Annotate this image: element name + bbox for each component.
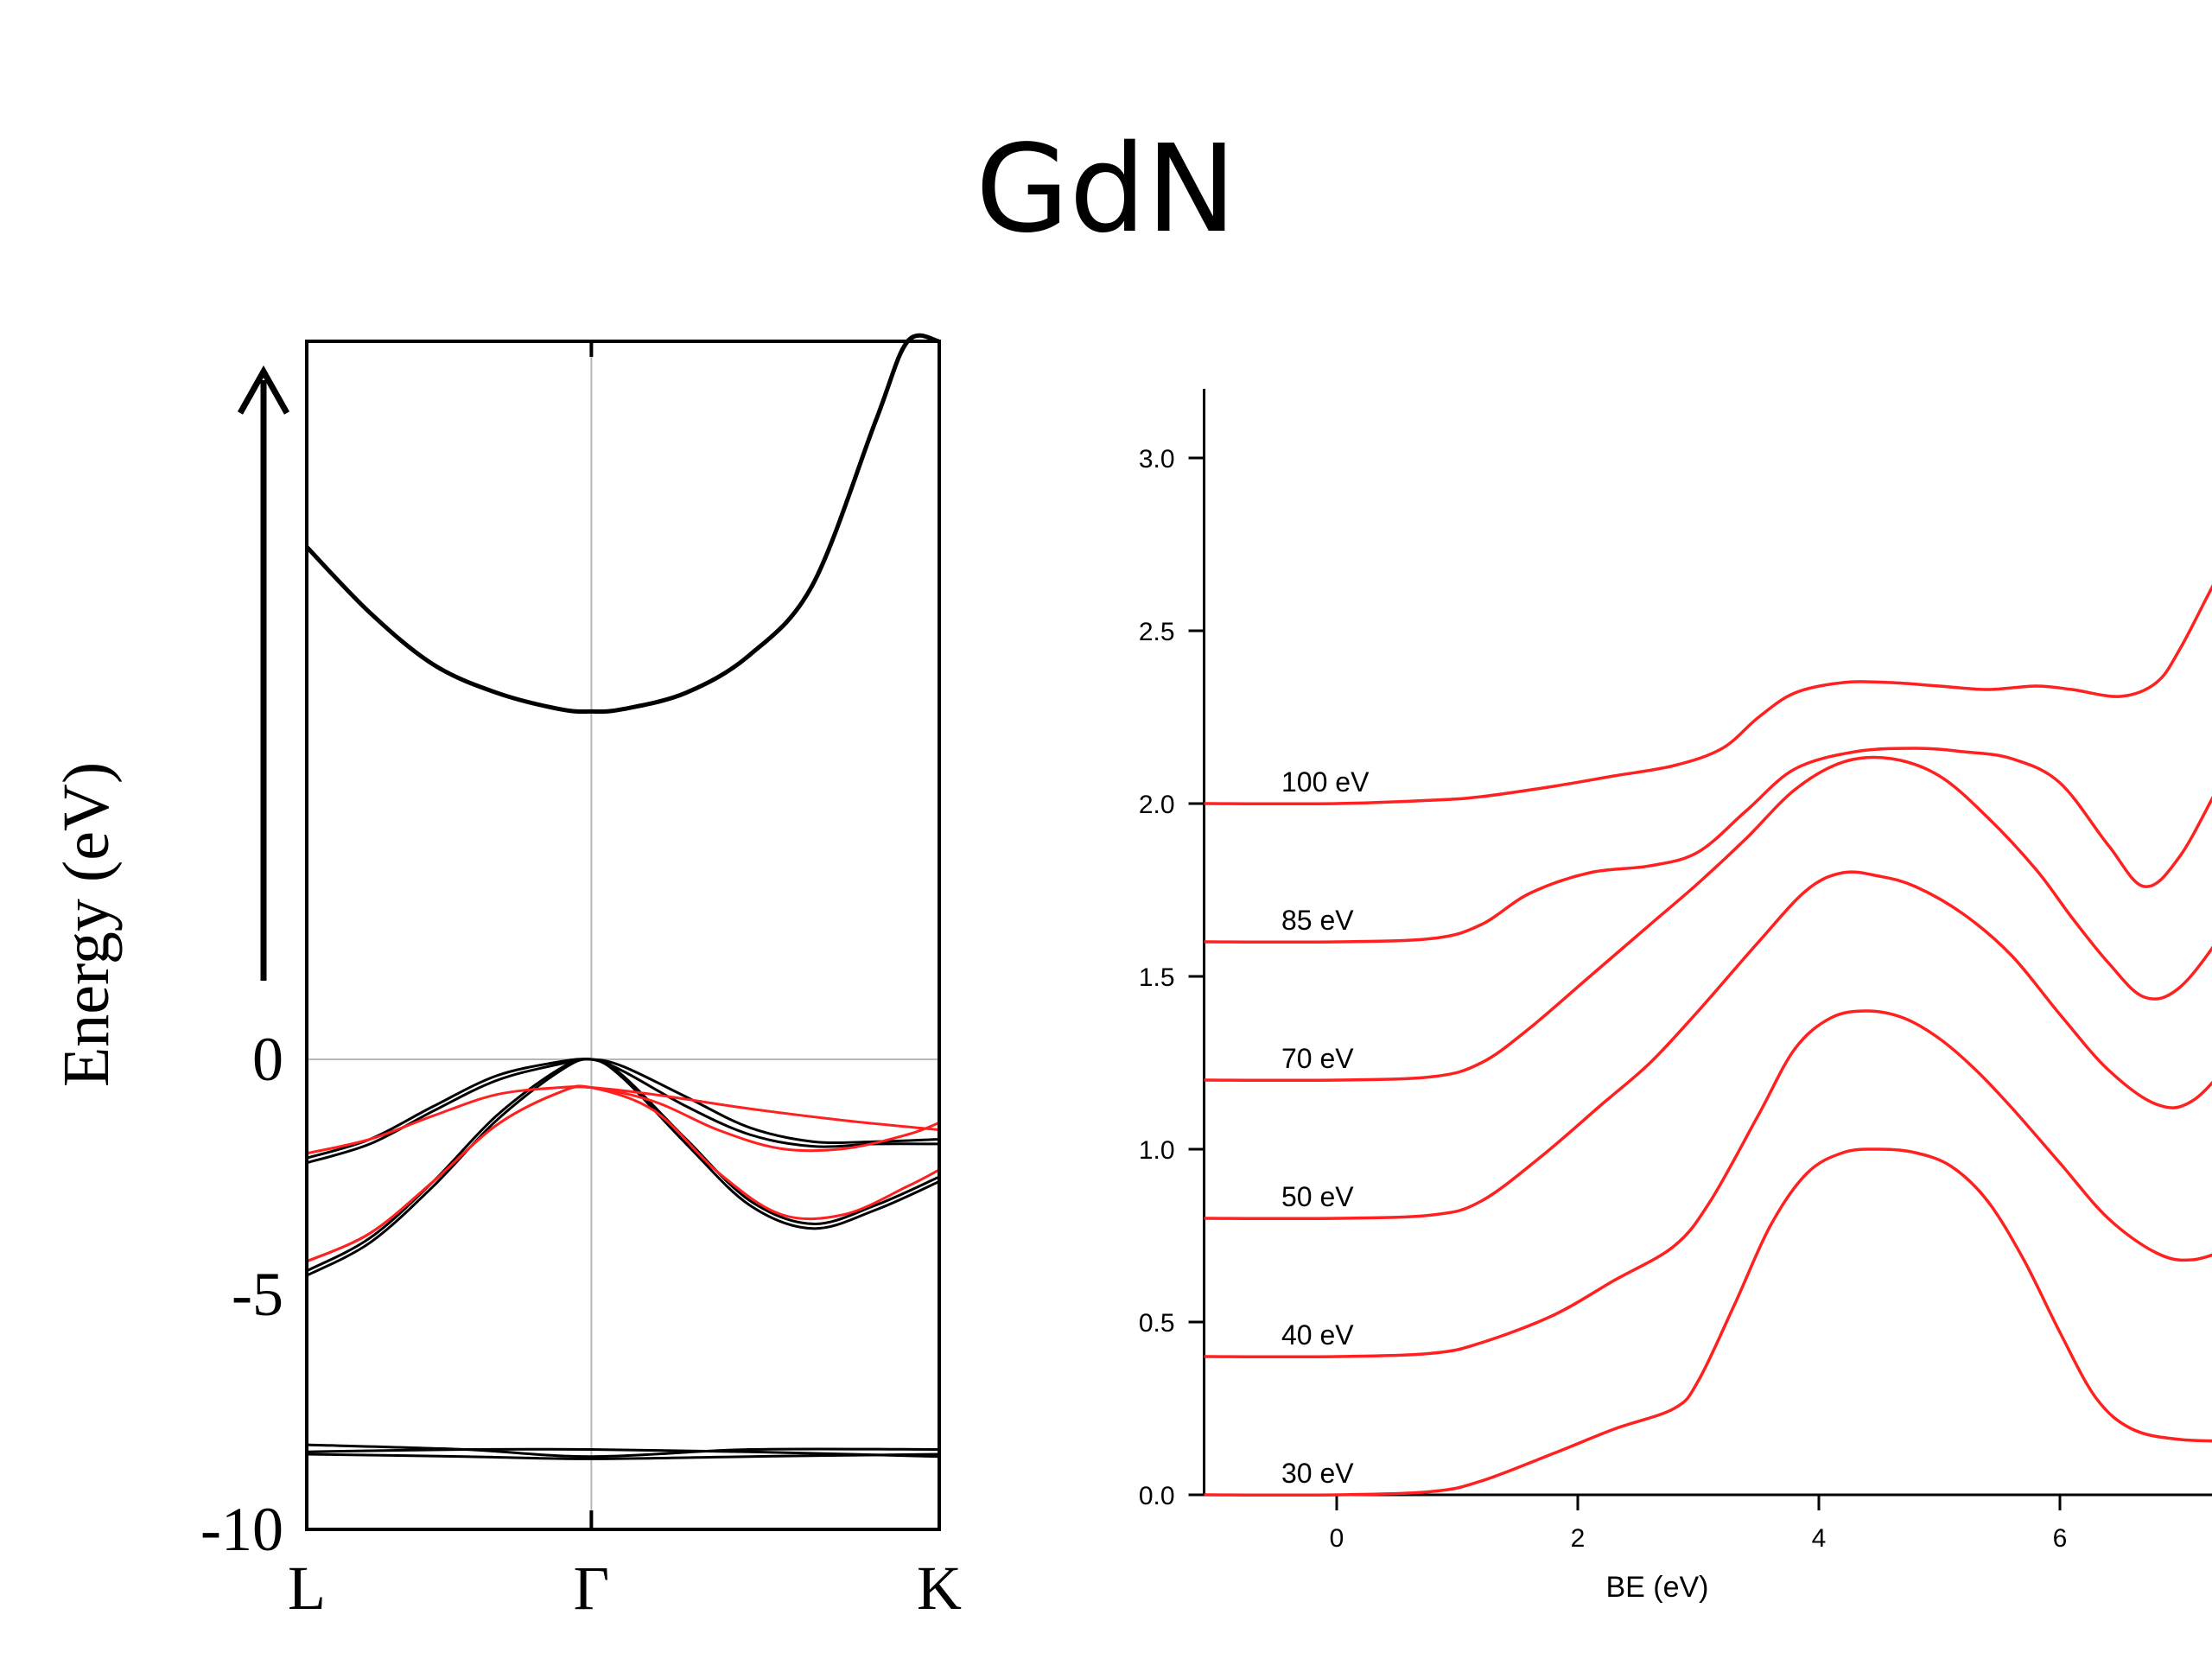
band-y-tick-label: -5 xyxy=(232,1260,283,1329)
black-band-0 xyxy=(305,333,940,714)
slide-title: GdN xyxy=(975,119,1237,260)
black-band-1 xyxy=(306,1058,940,1160)
band-lines xyxy=(305,333,940,1460)
black-band-6 xyxy=(306,1447,940,1459)
band-frame xyxy=(305,340,941,1531)
red-band-9 xyxy=(306,1085,940,1263)
band-y-tick-label: 0 xyxy=(252,1025,283,1094)
band-y-axis-label: Energy (eV) xyxy=(50,762,123,1087)
band-x-tick-label: L xyxy=(288,1554,326,1623)
band-grid xyxy=(307,341,939,1529)
band-ticks: L Γ K 0 -5 -10 xyxy=(200,341,962,1623)
band-x-tick-label: Γ xyxy=(574,1554,610,1623)
red-band-10 xyxy=(306,1084,940,1263)
energy-arrow-icon xyxy=(237,365,290,981)
black-band-4 xyxy=(306,1058,940,1277)
black-band-5 xyxy=(306,1443,940,1459)
black-band-7 xyxy=(306,1452,940,1460)
band-x-tick-label: K xyxy=(917,1554,962,1623)
band-y-tick-label: -10 xyxy=(200,1495,283,1564)
